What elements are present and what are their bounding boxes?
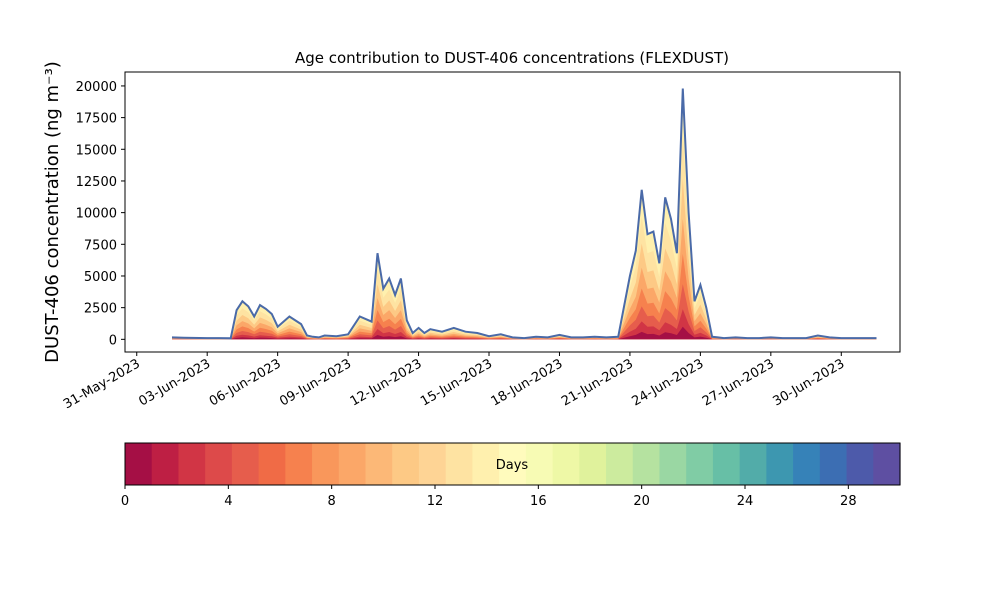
x-tick-label: 15-Jun-2023 xyxy=(418,356,495,409)
colorbar-segment xyxy=(151,443,180,485)
x-axis: 31-May-202303-Jun-202306-Jun-202309-Jun-… xyxy=(61,352,847,412)
age-area-band xyxy=(172,309,877,340)
colorbar-segment xyxy=(365,443,393,485)
y-tick-label: 0 xyxy=(109,333,117,348)
y-axis-label: DUST-406 concentration (ng m⁻³) xyxy=(42,61,63,363)
total-concentration-line xyxy=(171,88,877,340)
colorbar-segment xyxy=(125,443,153,485)
colorbar-segment xyxy=(258,443,286,485)
age-area-band xyxy=(172,284,877,340)
colorbar-tick-label: 24 xyxy=(737,494,754,509)
colorbar-segment xyxy=(579,443,607,485)
colorbar-segment xyxy=(712,443,741,485)
colorbar-segment xyxy=(632,443,661,485)
x-tick-label: 12-Jun-2023 xyxy=(348,356,425,409)
age-area-band xyxy=(172,88,877,340)
colorbar-tick-label: 28 xyxy=(840,494,857,509)
x-tick-label: 09-Jun-2023 xyxy=(277,356,354,409)
plot-frame xyxy=(124,71,901,353)
x-tick-label: 30-Jun-2023 xyxy=(770,356,847,409)
colorbar-segment xyxy=(445,443,474,485)
colorbar-tick-label: 16 xyxy=(530,494,547,509)
colorbar-frame xyxy=(124,442,901,486)
colorbar-segment xyxy=(231,443,260,485)
x-tick-label: 03-Jun-2023 xyxy=(136,356,213,409)
colorbar-segment xyxy=(285,443,313,485)
x-tick-label: 18-Jun-2023 xyxy=(489,356,566,409)
colorbar-segment xyxy=(766,443,794,485)
y-tick-label: 5000 xyxy=(84,270,117,285)
colorbar-segment xyxy=(312,443,340,485)
colorbar-segment xyxy=(739,443,767,485)
colorbar-tick-label: 0 xyxy=(121,494,129,509)
y-tick-label: 20000 xyxy=(76,80,117,95)
age-area-band xyxy=(172,326,877,340)
colorbar-tick-label: 20 xyxy=(633,494,650,509)
x-tick-label: 24-Jun-2023 xyxy=(630,356,707,409)
colorbar-segment xyxy=(819,443,848,485)
y-tick-label: 17500 xyxy=(76,112,117,127)
colorbar-tick-label: 8 xyxy=(328,494,336,509)
age-area-band xyxy=(172,178,877,340)
colorbar-segment xyxy=(552,443,580,485)
colorbar-segment xyxy=(499,443,527,485)
chart-title: Age contribution to DUST-406 concentrati… xyxy=(295,49,729,67)
colorbar-segment xyxy=(686,443,714,485)
y-tick-label: 7500 xyxy=(84,238,117,253)
colorbar-tick-label: 4 xyxy=(224,494,232,509)
colorbar-tick-label: 12 xyxy=(427,494,444,509)
y-tick-label: 12500 xyxy=(76,175,117,190)
colorbar-segment xyxy=(606,443,634,485)
colorbar-segment xyxy=(525,443,554,485)
age-area-band xyxy=(172,133,877,340)
colorbar-segment xyxy=(418,443,447,485)
colorbar-segment xyxy=(392,443,420,485)
colorbar-segment xyxy=(472,443,500,485)
x-tick-label: 27-Jun-2023 xyxy=(700,356,777,409)
colorbar-segment xyxy=(205,443,233,485)
y-tick-label: 10000 xyxy=(76,207,117,222)
y-tick-label: 2500 xyxy=(84,302,117,317)
age-contribution-areas xyxy=(172,88,877,340)
colorbar-label: Days xyxy=(496,458,529,473)
x-tick-label: 31-May-2023 xyxy=(61,356,143,412)
colorbar-segment xyxy=(178,443,206,485)
colorbar-segment xyxy=(659,443,687,485)
y-tick-label: 15000 xyxy=(76,143,117,158)
colorbar-segment xyxy=(873,443,901,485)
x-tick-label: 21-Jun-2023 xyxy=(559,356,636,409)
colorbar-segment xyxy=(793,443,821,485)
age-colorbar: 0 4 8 12 16 20 24 28 xyxy=(121,442,901,509)
x-tick-label: 06-Jun-2023 xyxy=(207,356,284,409)
age-area-band xyxy=(172,254,877,340)
colorbar-segment xyxy=(338,443,367,485)
colorbar-segment xyxy=(846,443,874,485)
age-area-band xyxy=(172,218,877,340)
y-axis: 0 2500 5000 7500 10000 12500 15000 17500 20000 xyxy=(76,80,125,348)
